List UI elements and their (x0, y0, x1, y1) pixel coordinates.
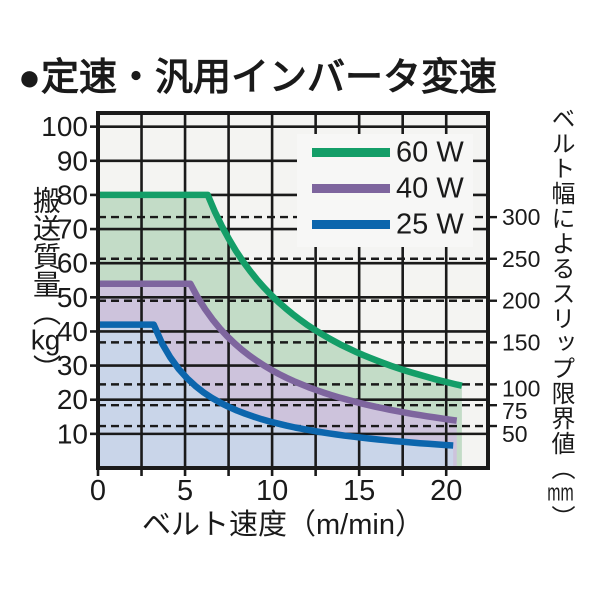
x-axis-tick-5: 5 (177, 475, 193, 507)
y2-axis-unit-open: （ (547, 456, 574, 481)
y2-axis-tick-300: 300 (502, 204, 540, 230)
y2-axis-tick-100: 100 (502, 375, 540, 401)
series-area-25W (98, 324, 454, 468)
y2-axis-unit: mm (547, 481, 574, 505)
y-axis-tick-60: 60 (57, 248, 88, 279)
y2-axis-tick-75: 75 (502, 398, 528, 424)
x-axis-tick-10: 10 (256, 475, 288, 507)
y-axis-tick-20: 20 (57, 384, 88, 415)
series-line-25W (98, 321, 454, 449)
y-axis-title-text: 搬送質量 (30, 186, 61, 298)
plot-border (96, 111, 490, 470)
x-axis-tick-15: 15 (343, 475, 375, 507)
y2-axis-tick-150: 150 (502, 329, 540, 355)
legend-swatch-60W (312, 148, 390, 157)
y-axis-tick-30: 30 (57, 350, 88, 381)
x-axis-tick-0: 0 (90, 475, 106, 507)
series-line-40W (98, 280, 458, 424)
y-axis-tick-10: 10 (57, 418, 88, 449)
y2-axis-title-text: ベルト幅によるスリップ限界値 (547, 106, 574, 456)
y-axis-tick-40: 40 (57, 316, 88, 347)
y-axis-unit-close: ） (30, 354, 61, 382)
y-axis-tick-70: 70 (57, 214, 88, 245)
y-axis-tick-100: 100 (41, 111, 88, 142)
legend-label-60W: 60 W (396, 137, 464, 169)
legend-label-40W: 40 W (396, 173, 464, 205)
page-title: ●定速・汎用インバータ変速 (18, 57, 497, 99)
series-line-60W (98, 191, 463, 389)
legend-label-25W: 25 W (396, 209, 464, 241)
y-axis-title: 搬送質量（kg） (25, 186, 65, 382)
y2-axis-tick-200: 200 (502, 288, 540, 314)
y-axis-tick-90: 90 (57, 145, 88, 176)
legend-swatch-25W (312, 220, 390, 229)
x-axis-title: ベルト速度（m/min） (142, 509, 424, 541)
y-axis-tick-50: 50 (57, 282, 88, 313)
y-axis-unit: kg (30, 326, 61, 354)
y2-axis-tick-50: 50 (502, 421, 528, 447)
y2-axis-unit-close: ） (547, 505, 574, 530)
y2-axis-tick-250: 250 (502, 246, 540, 272)
y-axis-tick-80: 80 (57, 179, 88, 210)
x-axis-tick-20: 20 (430, 475, 462, 507)
y-axis-unit-open: （ (30, 298, 61, 326)
legend-swatch-40W (312, 184, 390, 193)
y2-axis-title: ベルト幅によるスリップ限界値（mm） (543, 106, 578, 530)
